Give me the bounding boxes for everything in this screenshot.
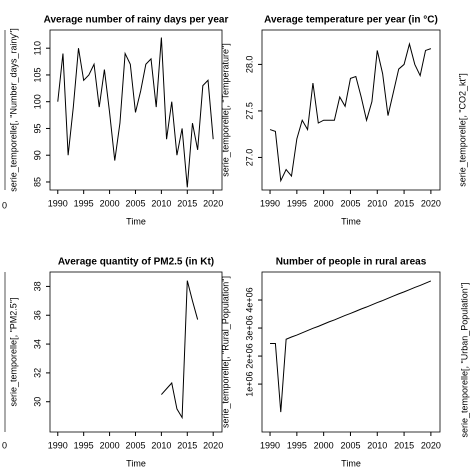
x-tick-label: 2010 [151, 440, 171, 450]
plot-box [261, 29, 441, 191]
x-tick-label: 2005 [340, 198, 360, 208]
x-tick-label: 2005 [340, 440, 360, 450]
y-tick-label: 4e+06 [244, 287, 254, 312]
data-line [57, 37, 214, 188]
y-tick-label: 27.0 [244, 149, 254, 167]
chart-title: Average temperature per year (in °C) [264, 15, 438, 26]
x-tick-label: 2005 [125, 440, 145, 450]
data-line [161, 280, 199, 420]
cut-axis-label: serie_temporelle[, "CO2_kt"] [457, 73, 467, 186]
x-tick-label: 1990 [260, 198, 280, 208]
x-tick-label: 1995 [287, 198, 307, 208]
y-tick-label: 100 [32, 94, 42, 109]
plot-box [49, 29, 223, 191]
x-tick-label: 2010 [151, 198, 171, 208]
x-tick-label: 2015 [177, 198, 197, 208]
y-tick-label: 105 [32, 67, 42, 82]
y-tick-label: 85 [32, 177, 42, 187]
chart-title: Average number of rainy days per year [44, 15, 229, 26]
x-axis-label: Time [341, 458, 361, 468]
x-tick-label: 2000 [314, 440, 334, 450]
y-tick-label: 32 [32, 368, 42, 378]
y-tick-label: 90 [32, 150, 42, 160]
x-tick-label: 2010 [367, 198, 387, 208]
y-tick-label: 36 [32, 310, 42, 320]
y-tick-label: 3e+06 [244, 315, 254, 340]
cut-tick-label: 0 [2, 440, 7, 450]
y-tick-label: 95 [32, 123, 42, 133]
data-line [269, 41, 432, 183]
x-tick-label: 2000 [100, 198, 120, 208]
x-tick-label: 2020 [203, 440, 223, 450]
y-axis-label: serie_temporelle[, "Rural_Population"] [220, 276, 230, 428]
plot-box [261, 271, 441, 433]
y-tick-label: 27.5 [244, 102, 254, 120]
y-tick-label: 1e+06 [244, 371, 254, 396]
y-tick-label: 110 [32, 41, 42, 55]
y-axis-label: serie_temporelle[, "PM2.5"] [8, 298, 18, 407]
x-tick-label: 2000 [314, 198, 334, 208]
cut-axis-label: serie_temporelle[, "Urban_Population"] [459, 283, 469, 438]
x-tick-label: 2020 [421, 440, 441, 450]
x-tick-label: 2020 [203, 198, 223, 208]
chart-title: Number of people in rural areas [276, 257, 427, 268]
data-line [270, 280, 432, 413]
x-tick-label: 2020 [421, 198, 441, 208]
x-tick-label: 1995 [74, 198, 94, 208]
x-axis-label: Time [126, 458, 146, 468]
y-tick-label: 28.0 [244, 56, 254, 74]
y-tick-label: 2e+06 [244, 343, 254, 368]
x-tick-label: 2010 [367, 440, 387, 450]
x-tick-label: 2015 [394, 198, 414, 208]
x-axis-label: Time [126, 216, 146, 226]
x-tick-label: 1990 [48, 198, 68, 208]
y-axis-label: serie_temporelle[, "Temperature"] [220, 43, 230, 176]
x-axis-label: Time [341, 216, 361, 226]
x-tick-label: 2015 [177, 440, 197, 450]
plot-box [49, 271, 223, 433]
x-tick-label: 2015 [394, 440, 414, 450]
x-tick-label: 1990 [260, 440, 280, 450]
x-tick-label: 1990 [48, 440, 68, 450]
x-tick-label: 2005 [125, 198, 145, 208]
y-axis-label: serie_temporelle[, "Number_days_rainy"] [8, 28, 18, 191]
cut-tick-label: 0 [2, 200, 7, 210]
y-tick-label: 30 [32, 397, 42, 407]
chart-title: Average quantity of PM2.5 (in Kt) [58, 257, 214, 268]
x-tick-label: 1995 [74, 440, 94, 450]
x-tick-label: 2000 [100, 440, 120, 450]
x-tick-label: 1995 [287, 440, 307, 450]
y-tick-label: 38 [32, 281, 42, 291]
y-tick-label: 34 [32, 339, 42, 349]
